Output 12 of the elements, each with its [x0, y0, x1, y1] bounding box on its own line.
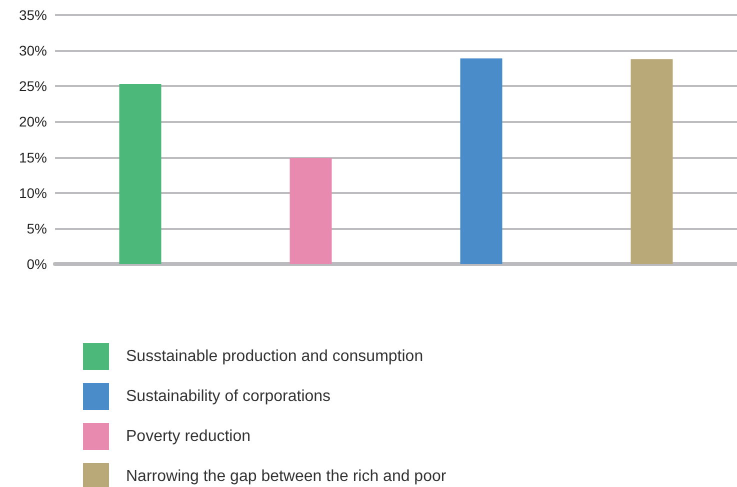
y-tick-label: 15% [18, 149, 47, 166]
y-tick-label: 0% [26, 256, 47, 272]
legend-label: Susstainable production and consumption [126, 348, 424, 365]
y-tick-label: 30% [18, 42, 47, 59]
legend-label: Sustainability of corporations [126, 388, 331, 405]
legend-label: Narrowing the gap between the rich and poor [126, 468, 447, 485]
y-tick-label: 10% [18, 184, 47, 201]
y-tick-label: 20% [18, 114, 47, 130]
y-tick-label: 5% [26, 220, 47, 236]
y-tick-label: 25% [18, 78, 47, 94]
y-tick-label: 35% [18, 7, 47, 23]
legend-label: Poverty reduction [126, 428, 251, 445]
